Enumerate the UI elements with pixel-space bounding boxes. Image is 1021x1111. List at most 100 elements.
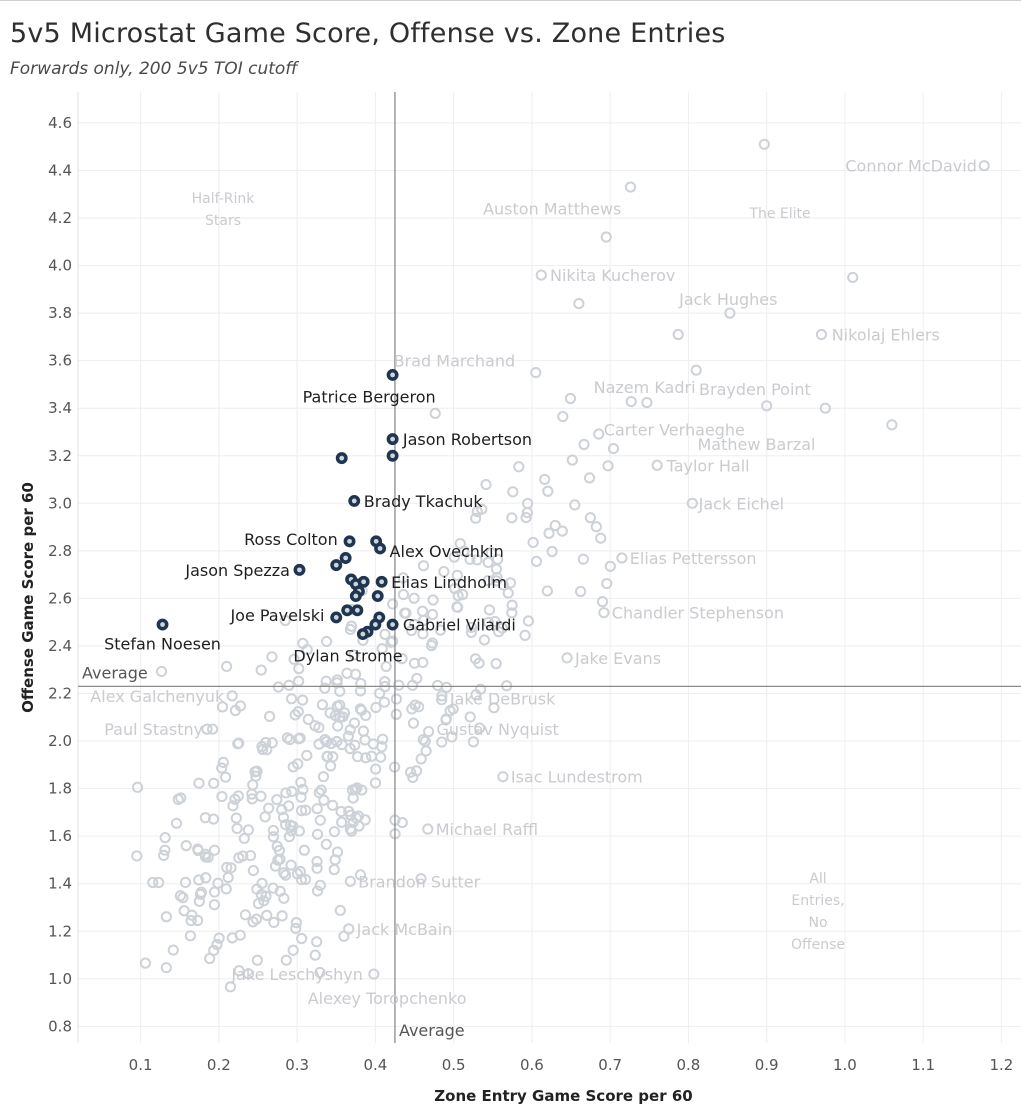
background-point (279, 869, 292, 881)
background-point (397, 588, 410, 601)
background-point (369, 777, 382, 789)
background-point (226, 690, 238, 702)
background-point (447, 703, 459, 715)
background-point (213, 932, 225, 944)
background-point (293, 825, 305, 837)
background-point (819, 402, 831, 414)
quadrant-label: Half-Rink Stars (192, 191, 256, 229)
background-point (160, 962, 172, 974)
background-point (255, 664, 267, 676)
background-point (220, 883, 232, 895)
background-point (491, 571, 503, 584)
x-axis-label: Zone Entry Game Score per 60 (434, 1087, 692, 1105)
background-point (489, 615, 501, 628)
y-tick-label: 2.8 (48, 542, 72, 560)
background-point (331, 846, 344, 858)
background-point (313, 721, 325, 734)
background-point (155, 665, 168, 678)
background-point (263, 710, 276, 722)
background-point-label: Paul Stastny (104, 720, 203, 739)
y-tick-label: 2.4 (48, 637, 72, 655)
background-point (291, 868, 304, 880)
background-point (285, 859, 297, 871)
background-point (522, 497, 534, 510)
background-point (239, 909, 252, 921)
background-point (598, 607, 610, 619)
x-axis-ticks: 0.1 0.2 0.3 0.4 0.5 0.6 0.7 0.8 0.9 1.0 1.1 1.2 (129, 1056, 1014, 1074)
background-point-label: Connor McDavid (845, 157, 977, 176)
background-point (405, 624, 418, 637)
highlighted-point-label: Alex Ovechkin (390, 542, 504, 561)
background-point (470, 689, 482, 701)
background-point (417, 628, 429, 640)
background-point (320, 635, 333, 648)
background-point (590, 521, 602, 533)
highlighted-point-inner (339, 455, 345, 461)
background-point (368, 968, 380, 980)
background-point (170, 817, 183, 829)
background-point (159, 832, 171, 844)
background-point (397, 572, 409, 584)
background-point (217, 756, 229, 769)
background-point (158, 849, 170, 861)
y-tick-label: 4.2 (48, 209, 72, 227)
background-point (426, 637, 439, 649)
background-point (279, 614, 291, 627)
background-point (419, 735, 431, 747)
background-point (296, 932, 308, 945)
highlighted-point-inner (343, 555, 349, 561)
background-point (247, 916, 259, 928)
background-point (379, 628, 391, 640)
chart-subtitle: Forwards only, 200 5v5 TOI cutoff (10, 59, 298, 79)
background-point (815, 328, 828, 341)
background-point-label: Carter Verhaeghe (604, 421, 745, 440)
highlighted-point-inner (353, 593, 359, 599)
background-point (316, 699, 328, 711)
background-point-label: Michael Raffl (436, 820, 538, 839)
background-point (446, 731, 458, 743)
background-point-label: Jack Hughes (678, 290, 777, 309)
average-label-horizontal: Average (82, 663, 148, 682)
background-point (577, 553, 589, 565)
background-point (327, 799, 339, 811)
background-point (600, 231, 612, 243)
background-point (298, 844, 310, 856)
background-point (367, 738, 379, 750)
background-point (497, 771, 509, 783)
background-point (193, 777, 205, 789)
highlighted-point-inner (373, 538, 379, 544)
background-point (131, 781, 144, 793)
background-point (266, 737, 278, 749)
background-point (281, 732, 293, 744)
background-point (311, 862, 323, 874)
background-point-label: Jack McBain (356, 920, 453, 939)
background-point (334, 904, 346, 917)
background-point (549, 519, 561, 532)
background-point (174, 890, 187, 902)
background-point (321, 751, 333, 763)
background-point (232, 790, 244, 802)
background-point (301, 643, 313, 656)
background-point (184, 930, 196, 942)
background-point (285, 693, 298, 705)
highlighted-point-inner (351, 498, 357, 504)
background-point (192, 844, 204, 857)
background-point (641, 396, 653, 409)
background-point (448, 551, 460, 563)
highlighted-point-label: Gabriel Vilardi (403, 616, 516, 635)
background-point (267, 824, 279, 837)
background-point (290, 922, 302, 935)
background-point (139, 957, 151, 969)
background-point (229, 793, 241, 805)
background-point (344, 743, 356, 755)
x-tick-label: 0.8 (676, 1056, 700, 1074)
highlighted-point-inner (297, 567, 302, 573)
background-point (539, 473, 551, 486)
background-point (422, 725, 435, 738)
background-point (208, 844, 221, 856)
y-tick-label: 3.8 (48, 304, 72, 322)
background-point (452, 590, 464, 602)
quadrant-label: All Entries, No Offense (791, 871, 845, 953)
background-point (396, 816, 408, 829)
background-point (159, 844, 171, 856)
